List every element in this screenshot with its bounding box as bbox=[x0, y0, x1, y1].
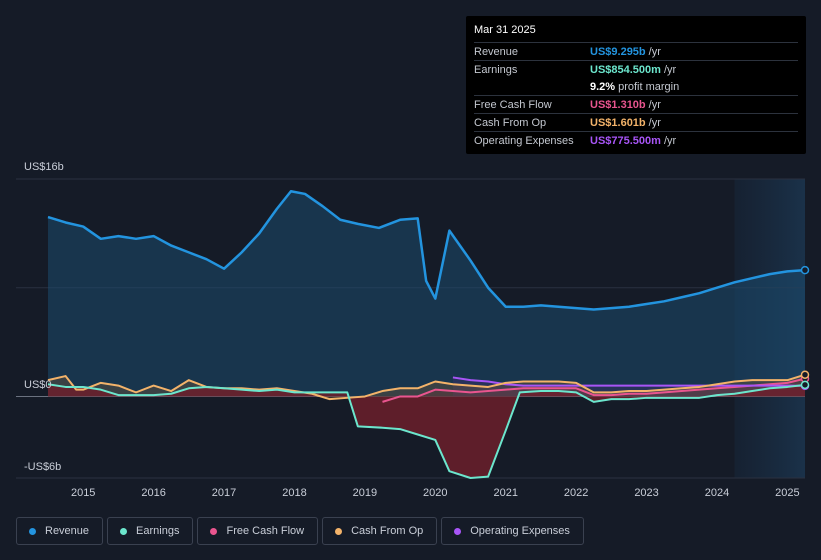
earnings-endpoint bbox=[800, 380, 810, 390]
legend-item-free-cash-flow[interactable]: Free Cash Flow bbox=[197, 517, 319, 545]
earnings-area bbox=[48, 384, 805, 478]
legend-dot-icon bbox=[29, 527, 36, 535]
tooltip-date: Mar 31 2025 bbox=[474, 24, 536, 36]
x-axis-ticks: 2015 2016 2017 2018 2019 2020 2021 2022 2023 2024… bbox=[71, 487, 800, 499]
tooltip-unit: /yr bbox=[648, 45, 661, 58]
tooltip-value: US$775.500m bbox=[590, 134, 661, 147]
tooltip-row-cfo: Cash From Op US$1.601b /yr bbox=[474, 113, 798, 131]
legend-label: Operating Expenses bbox=[470, 525, 570, 537]
tooltip-unit: profit margin bbox=[618, 80, 680, 93]
tooltip-value: US$9.295b bbox=[590, 45, 646, 58]
x-tick-label: 2025 bbox=[775, 487, 799, 499]
cash-from-op-line bbox=[47, 373, 806, 401]
chart-canvas: US$16b US$0 -US$6b 2015 2016 2017 2018 2019 2… bbox=[16, 161, 810, 499]
x-tick-label: 2021 bbox=[493, 487, 517, 499]
legend-label: Revenue bbox=[45, 525, 90, 537]
cash-from-op-endpoint bbox=[800, 370, 810, 379]
revenue-endpoint bbox=[800, 265, 810, 275]
x-tick-label: 2019 bbox=[353, 487, 377, 499]
tooltip-value: US$854.500m bbox=[590, 63, 661, 76]
operating-expenses-line bbox=[452, 376, 806, 387]
revenue-line bbox=[47, 189, 806, 311]
legend-item-earnings[interactable]: Earnings bbox=[107, 517, 194, 545]
tooltip-label: Free Cash Flow bbox=[474, 98, 552, 111]
tooltip-value: 9.2% bbox=[590, 80, 616, 93]
tooltip-unit: /yr bbox=[663, 63, 677, 76]
tooltip-value: US$1.601b bbox=[590, 116, 646, 129]
tooltip-label: Revenue bbox=[474, 45, 519, 58]
tooltip-unit: /yr bbox=[648, 98, 661, 111]
tooltip-row-fcf: Free Cash Flow US$1.310b /yr bbox=[474, 95, 798, 113]
tooltip-panel: Mar 31 2025 Revenue US$9.295b /yr Earnin… bbox=[466, 16, 806, 154]
y-label-top: US$16b bbox=[24, 161, 64, 173]
x-tick-label: 2020 bbox=[423, 487, 447, 499]
earnings-line bbox=[47, 383, 806, 479]
tooltip-row-margin: 9.2% profit margin bbox=[474, 78, 798, 95]
revenue-area bbox=[48, 191, 805, 397]
legend: Revenue Earnings Free Cash Flow Cash Fro… bbox=[16, 517, 584, 545]
legend-dot-icon bbox=[335, 527, 343, 535]
tooltip-row-revenue: Revenue US$9.295b /yr bbox=[474, 42, 798, 60]
tooltip-unit: /yr bbox=[648, 116, 661, 129]
x-tick-label: 2016 bbox=[141, 487, 165, 499]
y-axis-labels: US$16b US$0 -US$6b bbox=[24, 161, 64, 473]
legend-dot-icon bbox=[210, 527, 218, 535]
series-endpoints bbox=[800, 265, 810, 391]
x-tick-label: 2017 bbox=[212, 487, 236, 499]
legend-dot-icon bbox=[120, 527, 128, 535]
tooltip-row-earnings: Earnings US$854.500m /yr bbox=[474, 60, 798, 78]
y-label-bottom: -US$6b bbox=[24, 461, 61, 473]
series-areas bbox=[48, 191, 805, 478]
series-lines bbox=[47, 189, 806, 479]
tooltip-row-opex: Operating Expenses US$775.500m /yr bbox=[474, 131, 798, 149]
tooltip-label: Operating Expenses bbox=[474, 134, 574, 147]
tooltip-unit: /yr bbox=[663, 134, 677, 147]
y-label-zero: US$0 bbox=[24, 379, 52, 391]
x-tick-label: 2022 bbox=[564, 487, 588, 499]
legend-item-operating-expenses[interactable]: Operating Expenses bbox=[441, 517, 584, 545]
free-cash-flow-line bbox=[382, 377, 806, 403]
tooltip-label: Earnings bbox=[474, 63, 518, 76]
x-tick-label: 2015 bbox=[71, 487, 95, 499]
x-tick-label: 2023 bbox=[634, 487, 658, 499]
legend-item-cash-from-op[interactable]: Cash From Op bbox=[322, 517, 438, 545]
x-tick-label: 2018 bbox=[282, 487, 306, 499]
tooltip-value: US$1.310b bbox=[590, 98, 646, 111]
tooltip-label: Cash From Op bbox=[474, 116, 547, 129]
x-tick-label: 2024 bbox=[705, 487, 729, 499]
free-cash-flow-area bbox=[382, 378, 805, 402]
tooltip-rows: Revenue US$9.295b /yr Earnings US$854.50… bbox=[474, 42, 798, 149]
legend-label: Cash From Op bbox=[351, 525, 424, 537]
legend-label: Free Cash Flow bbox=[226, 525, 305, 537]
legend-item-revenue[interactable]: Revenue bbox=[16, 517, 104, 545]
legend-label: Earnings bbox=[136, 525, 180, 537]
legend-dot-icon bbox=[454, 527, 462, 535]
